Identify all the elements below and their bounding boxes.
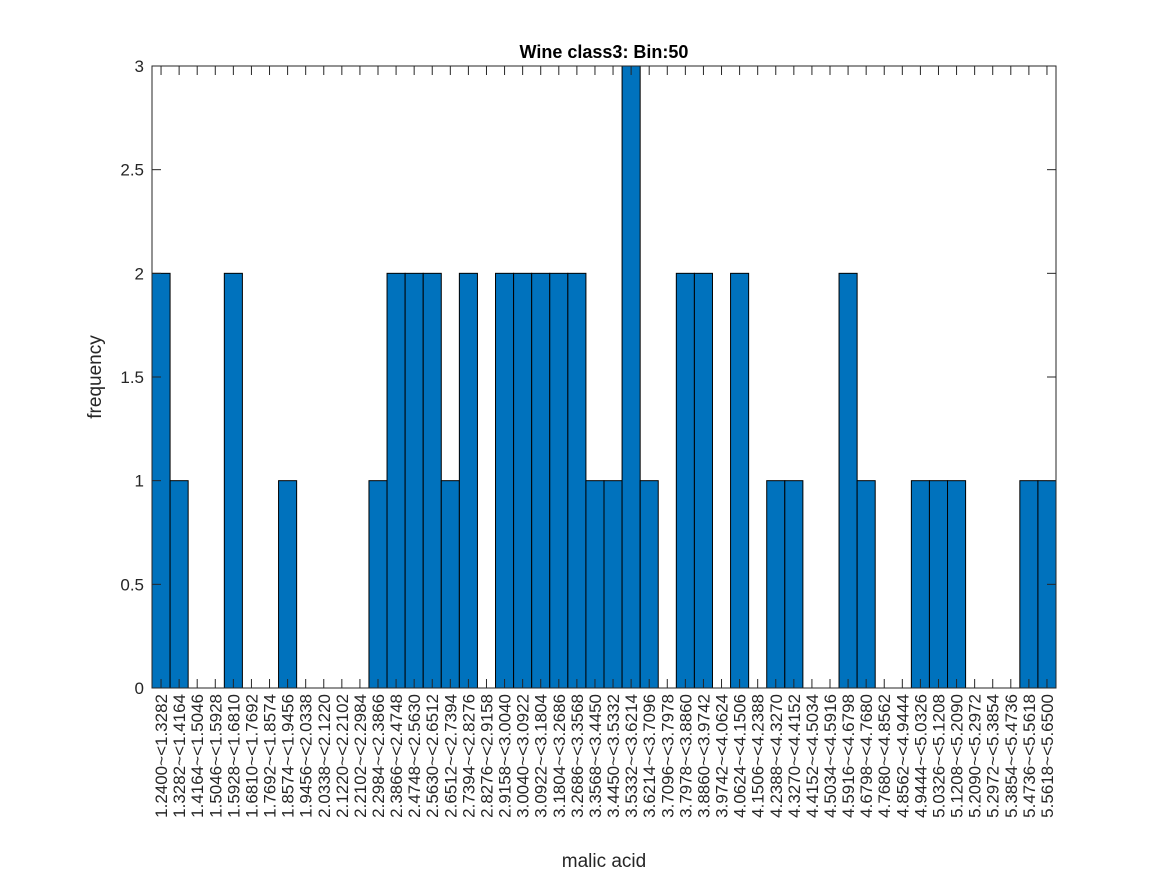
x-tick-label: 3.9742~<4.0624 <box>713 694 732 818</box>
x-tick-label: 4.6798~<4.7680 <box>857 694 876 818</box>
bar <box>730 272 750 689</box>
x-tick-label: 1.5928~<1.6810 <box>224 694 243 818</box>
x-tick-label: 4.0624~<4.1506 <box>731 694 750 818</box>
x-tick-label: 2.4748~<2.5630 <box>405 694 424 818</box>
x-tick-label: 2.6512~<2.7394 <box>441 694 460 818</box>
x-tick-label: 2.0338~<2.1220 <box>315 694 334 818</box>
bar <box>585 480 605 689</box>
x-tick-label: 4.4152~<4.5034 <box>803 694 822 818</box>
bar <box>928 480 949 689</box>
bar <box>766 480 786 689</box>
x-tick-label: 4.5916~<4.6798 <box>839 694 858 818</box>
x-tick-label: 3.7978~<3.8860 <box>676 694 695 818</box>
x-tick-label: 3.5332~<3.6214 <box>622 694 641 818</box>
bar <box>838 272 858 689</box>
x-tick-label: 3.0040~<3.0922 <box>514 694 533 818</box>
y-tick-label: 1.5 <box>120 368 144 387</box>
bar <box>404 272 424 689</box>
x-tick-label: 4.8562~<4.9444 <box>893 694 912 818</box>
x-tick-label: 5.2090~<5.2972 <box>966 694 985 818</box>
bar <box>947 480 967 689</box>
y-tick-label: 2.5 <box>120 161 144 180</box>
x-tick-label: 4.7680~<4.8562 <box>875 694 894 818</box>
axes-box <box>151 65 1057 689</box>
x-tick-label: 2.7394~<2.8276 <box>459 694 478 818</box>
bar <box>169 480 189 689</box>
x-tick-label: 2.1220~<2.2102 <box>333 694 352 818</box>
bar <box>549 272 569 689</box>
bar <box>910 480 930 689</box>
x-tick-labels: 1.2400~<1.3282 1.3282~<1.4164 1.4164~<1.50… <box>152 694 1057 818</box>
bar <box>784 480 804 689</box>
bar <box>621 65 641 689</box>
bar <box>223 272 243 689</box>
x-tick-label: 5.3854~<5.4736 <box>1002 694 1021 818</box>
x-tick-label: 2.2102~<2.2984 <box>351 694 370 818</box>
bar <box>1019 480 1039 689</box>
x-tick-label: 4.1506~<4.2388 <box>749 694 768 818</box>
bar <box>856 480 876 689</box>
x-tick-label: 5.5618~<5.6500 <box>1038 694 1057 818</box>
x-tick-label: 3.3568~<3.4450 <box>586 694 605 818</box>
x-tick-label: 1.9456~<2.0338 <box>297 694 316 818</box>
y-tick-label: 0.5 <box>120 575 144 594</box>
x-tick-label: 2.5630~<2.6512 <box>423 694 442 818</box>
x-tick-label: 2.9158~<3.0040 <box>496 694 515 818</box>
ticks-group <box>152 65 1056 689</box>
x-tick-label: 3.2686~<3.3568 <box>568 694 587 818</box>
bar <box>440 480 460 689</box>
x-tick-label: 3.6214~<3.7096 <box>640 694 659 818</box>
x-tick-label: 5.0326~<5.1208 <box>929 694 948 818</box>
x-tick-label: 5.4736~<5.5618 <box>1020 694 1039 818</box>
y-tick-label: 3 <box>135 57 144 76</box>
bar <box>278 480 298 689</box>
bar <box>422 272 442 689</box>
bar <box>639 480 659 689</box>
bar <box>495 272 515 689</box>
x-tick-label: 2.2984~<2.3866 <box>369 694 388 818</box>
y-tick-label: 0 <box>135 679 144 698</box>
x-tick-label: 3.0922~<3.1804 <box>532 694 551 818</box>
bar <box>458 272 478 689</box>
bar <box>531 272 551 689</box>
x-tick-label: 2.8276~<2.9158 <box>477 694 496 818</box>
x-tick-label: 4.2388~<4.3270 <box>767 694 786 818</box>
bar <box>513 272 533 689</box>
x-tick-label: 3.4450~<3.5332 <box>604 694 623 818</box>
x-tick-label: 4.9444~<5.0326 <box>911 694 930 818</box>
x-tick-label: 3.7096~<3.7978 <box>658 694 677 818</box>
x-tick-label: 1.2400~<1.3282 <box>152 694 171 818</box>
x-tick-label: 1.3282~<1.4164 <box>170 694 189 818</box>
bar <box>603 480 623 689</box>
x-tick-label: 4.5034~<4.5916 <box>821 694 840 818</box>
x-tick-label: 1.8574~<1.9456 <box>279 694 298 818</box>
x-tick-label: 1.5046~<1.5928 <box>206 694 225 818</box>
x-tick-label: 5.2972~<5.3854 <box>984 694 1003 818</box>
x-axis-label: malic acid <box>562 851 646 872</box>
x-tick-label: 4.3270~<4.4152 <box>785 694 804 818</box>
chart-title: Wine class3: Bin:50 <box>520 42 689 62</box>
x-tick-label: 2.3866~<2.4748 <box>387 694 406 818</box>
x-tick-label: 5.1208~<5.2090 <box>948 694 967 818</box>
y-tick-label: 2 <box>135 264 144 283</box>
x-tick-label: 3.8860~<3.9742 <box>694 694 713 818</box>
x-tick-label: 1.6810~<1.7692 <box>242 694 261 818</box>
bar <box>675 272 695 689</box>
bar <box>386 272 406 689</box>
x-tick-label: 1.4164~<1.5046 <box>188 694 207 818</box>
x-tick-label: 1.7692~<1.8574 <box>261 694 280 818</box>
x-tick-label: 3.1804~<3.2686 <box>550 694 569 818</box>
bars-group <box>151 65 1057 689</box>
bar <box>368 480 388 689</box>
y-tick-labels: 0 0.5 1 1.5 2 2.5 3 <box>120 57 144 698</box>
bar <box>567 272 587 689</box>
y-tick-label: 1 <box>135 472 144 491</box>
y-axis-label: frequency <box>85 335 106 419</box>
bar <box>693 272 713 689</box>
